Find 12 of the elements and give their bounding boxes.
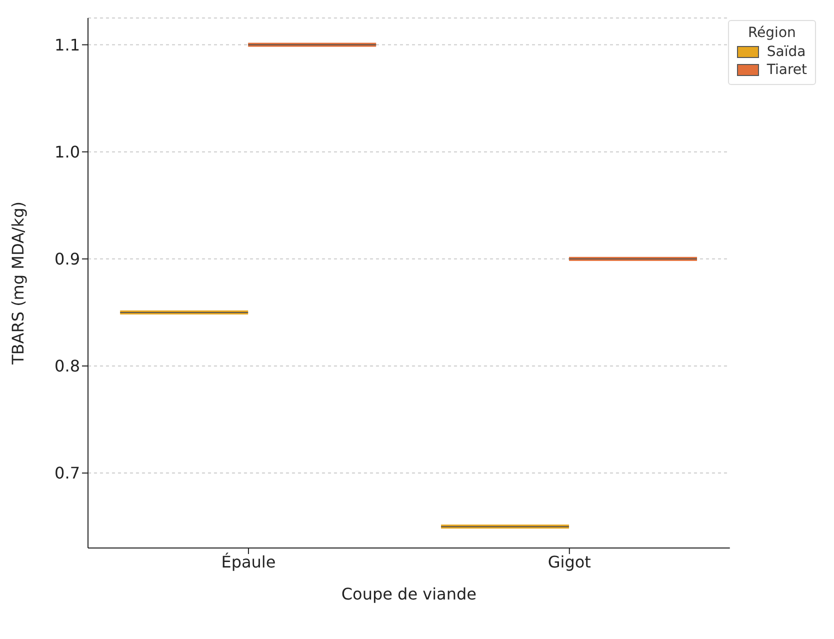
legend-label: Saïda — [766, 44, 806, 60]
y-tick-label: 1.0 — [54, 142, 80, 162]
y-tick-label: 0.7 — [54, 464, 80, 483]
x-tick-label: Épaule — [221, 552, 276, 572]
y-axis-title: TBARS (mg MDA/kg) — [8, 202, 28, 366]
y-tick-label: 0.8 — [54, 356, 80, 376]
legend-title: Région — [746, 25, 797, 41]
legend-label: Tiaret — [766, 62, 807, 78]
y-tick-label: 1.1 — [54, 35, 80, 54]
y-tick-label: 0.9 — [54, 250, 80, 269]
x-axis-title: Coupe de viande — [341, 584, 476, 604]
x-tick-label: Gigot — [548, 552, 591, 572]
